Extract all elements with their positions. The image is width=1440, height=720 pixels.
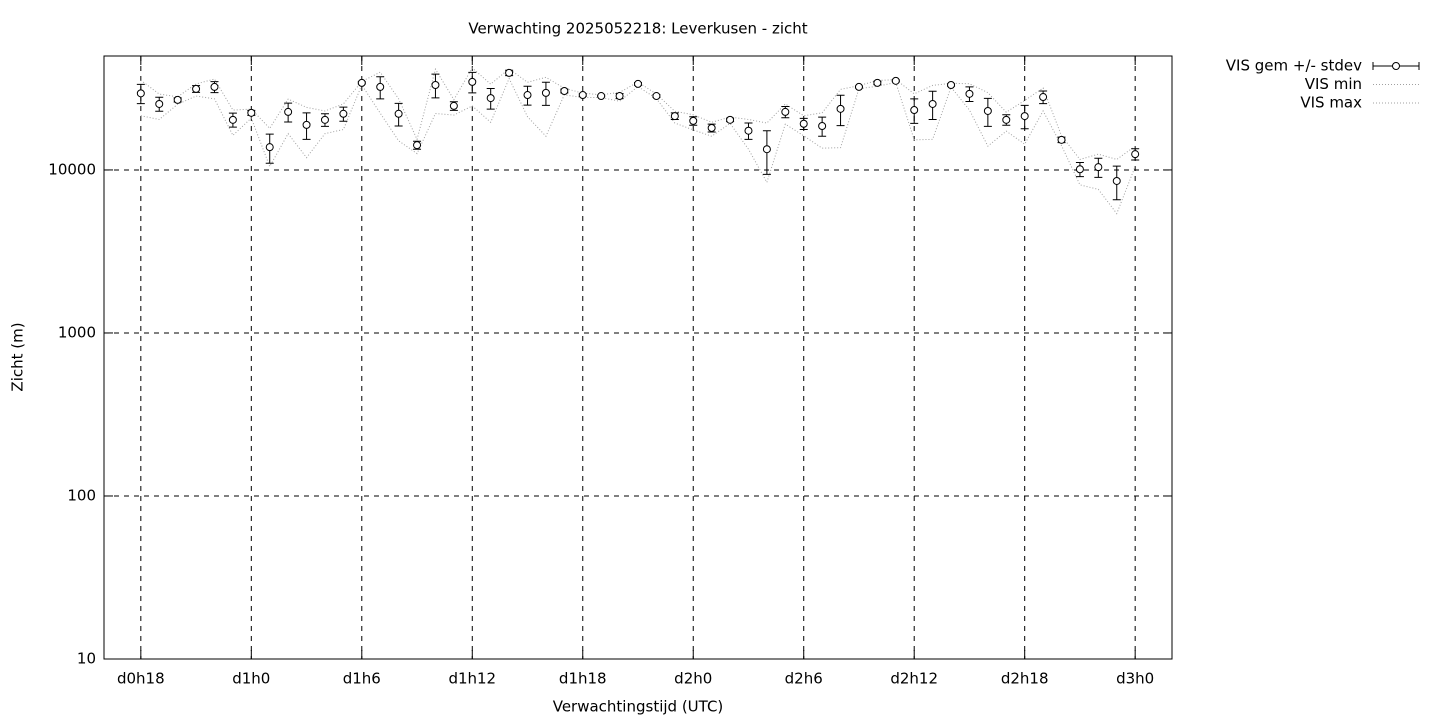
mean-point [744,126,753,135]
mean-point [1002,115,1011,124]
mean-point [210,82,219,91]
mean-point [155,99,164,108]
y-tick-label: 10 [77,650,96,668]
mean-point [1057,135,1066,144]
chart-title: Verwachting 2025052218: Leverkusen - zic… [468,20,807,38]
legend-label: VIS max [1300,94,1362,112]
mean-point [302,120,311,129]
mean-point [873,78,882,87]
mean-point [836,104,845,113]
y-tick-label: 10000 [48,160,96,178]
mean-point [928,99,937,108]
mean-point [578,91,587,100]
plot-frame [103,55,1173,660]
legend-label: VIS gem +/- stdev [1226,57,1362,75]
mean-point [615,92,624,101]
mean-point [468,77,477,86]
mean-point [1094,163,1103,172]
mean-point [910,106,919,115]
x-tick-label: d0h18 [117,670,165,688]
mean-point [449,101,458,110]
mean-point [541,88,550,97]
mean-point [707,123,716,132]
mean-point [781,107,790,116]
mean-point [983,106,992,115]
mean-point [947,80,956,89]
x-tick-label: d3h0 [1116,670,1154,688]
mean-point [136,89,145,98]
mean-point [376,82,385,91]
mean-point [1075,165,1084,174]
mean-point [1131,150,1140,159]
legend-label: VIS min [1305,75,1362,93]
x-tick-label: d1h0 [232,670,270,688]
mean-point [670,112,679,121]
mean-point [192,84,201,93]
mean-point [247,108,256,117]
x-tick-label: d1h18 [559,670,607,688]
x-axis-label: Verwachtingstijd (UTC) [553,698,724,716]
mean-point [560,86,569,95]
x-tick-label: d1h6 [343,670,381,688]
y-axis-label: Zicht (m) [9,322,27,391]
mean-point [965,89,974,98]
mean-point [1039,93,1048,102]
mean-point [1112,176,1121,185]
x-tick-label: d2h0 [674,670,712,688]
range-line [140,77,1136,215]
mean-point [523,91,532,100]
mean-point [634,79,642,88]
mean-point [339,109,348,118]
y-tick-label: 1000 [58,323,96,341]
mean-point [320,115,329,124]
mean-point [652,92,661,101]
mean-point [413,141,422,150]
mean-point [228,115,237,124]
mean-point [431,80,440,89]
x-tick-label: d1h12 [448,670,496,688]
mean-point [394,109,403,118]
mean-point [284,107,293,116]
mean-point [505,68,514,77]
mean-point [597,92,606,101]
x-tick-label: d2h12 [890,670,938,688]
x-tick-label: d2h6 [785,670,823,688]
legend-symbol [1392,62,1400,70]
mean-point [265,143,274,152]
mean-point [173,95,182,104]
mean-point [357,78,366,87]
mean-point [891,76,900,85]
mean-point [1020,112,1029,121]
mean-point [726,115,735,124]
x-tick-label: d2h18 [1001,670,1049,688]
mean-point [818,122,827,131]
mean-point [799,119,808,128]
mean-point [486,94,495,103]
mean-point [762,145,771,154]
y-tick-label: 100 [67,486,96,504]
mean-point [689,116,698,125]
mean-point [854,82,863,91]
